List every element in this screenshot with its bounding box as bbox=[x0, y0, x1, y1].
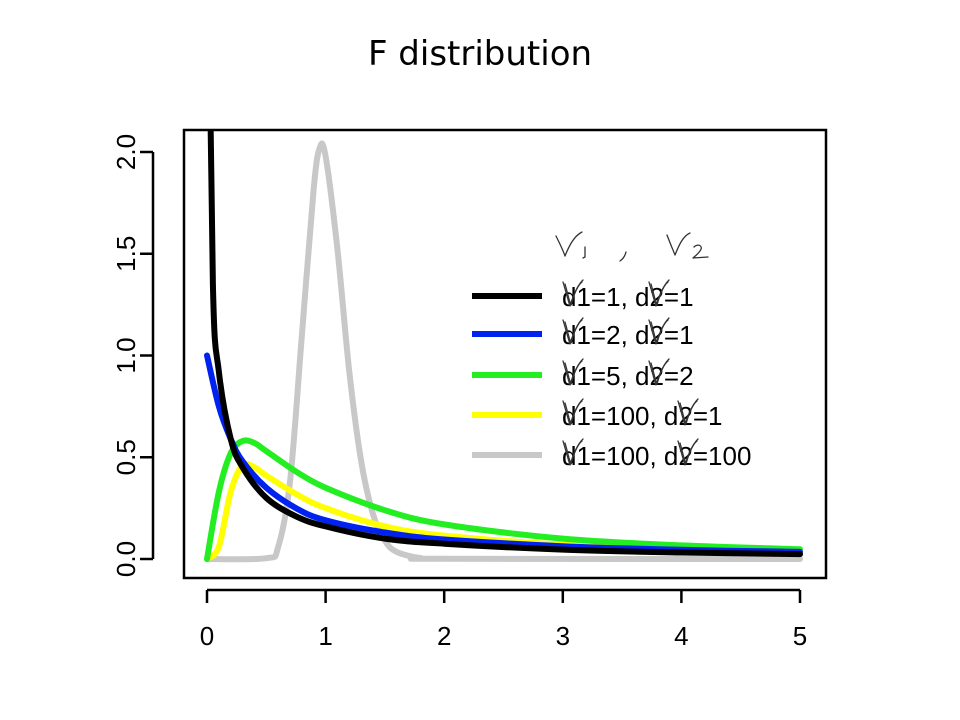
legend-label-1: d1=1, d2=1 bbox=[562, 282, 694, 312]
handwritten-annotations bbox=[555, 231, 709, 262]
handwritten-nu-overlay bbox=[562, 279, 670, 307]
x-tick-label: 1 bbox=[318, 621, 332, 651]
series-line-5 bbox=[204, 140, 803, 563]
y-tick-label: 1.5 bbox=[111, 236, 141, 272]
handwritten-nu-overlay bbox=[562, 398, 699, 426]
x-tick-label: 5 bbox=[793, 621, 807, 651]
series-line-1 bbox=[207, 130, 803, 558]
y-tick-label: 2.0 bbox=[111, 134, 141, 170]
handwritten-nu2 bbox=[666, 232, 691, 256]
x-tick-label: 0 bbox=[200, 621, 214, 651]
legend-label-3: d1=5, d2=2 bbox=[562, 361, 694, 391]
legend-label-5: d1=100, d2=100 bbox=[562, 441, 751, 471]
handwritten-nu1 bbox=[555, 231, 583, 257]
handwritten-nu-overlay bbox=[562, 358, 670, 386]
slide-title: F distribution bbox=[367, 34, 593, 74]
axes: 0 1 2 3 4 5 0.0 0.5 1.0 1.5 2.0 bbox=[111, 134, 807, 651]
plot-frame bbox=[182, 128, 828, 580]
y-tick-label: 0.0 bbox=[111, 541, 141, 577]
handwritten-nu-overlay bbox=[562, 317, 670, 345]
x-tick-label: 3 bbox=[556, 621, 570, 651]
series-line-3 bbox=[204, 437, 803, 562]
y-tick-label: 1.0 bbox=[111, 337, 141, 373]
legend-label-4: d1=100, d2=1 bbox=[562, 401, 723, 431]
x-tick-label: 2 bbox=[437, 621, 451, 651]
handwritten-nu-overlay bbox=[562, 438, 699, 466]
curves bbox=[204, 130, 803, 563]
x-tick-label: 4 bbox=[674, 621, 688, 651]
handwritten-comma bbox=[619, 251, 627, 262]
legend-label-2: d1=2, d2=1 bbox=[562, 320, 694, 350]
legend: d1=1, d2=1 d1=2, d2=1 d1=5, d2=2 d1=100, d2… bbox=[472, 279, 751, 471]
y-tick-label: 0.5 bbox=[111, 439, 141, 475]
